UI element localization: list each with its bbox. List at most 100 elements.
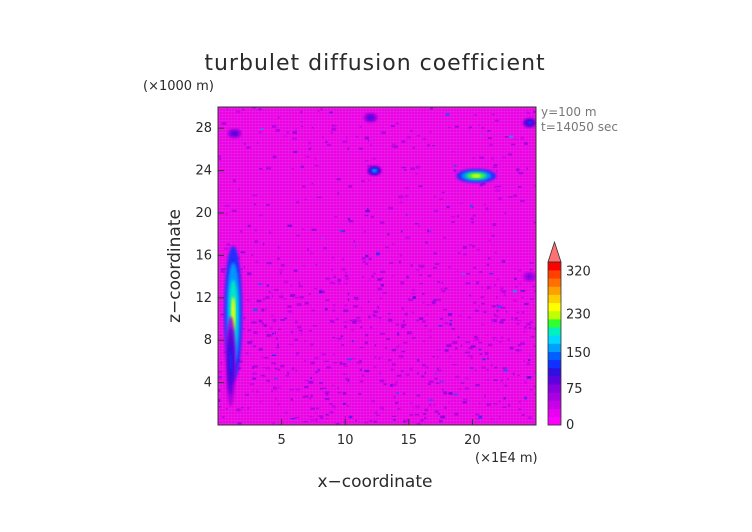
speckle [349,220,354,223]
speckle [322,290,325,294]
speckle [260,375,265,377]
speckle [265,307,268,310]
speckle [355,419,358,422]
feature-level [471,174,482,178]
speckle [380,283,384,287]
speckle [347,358,352,361]
speckle [318,415,323,418]
speckle [409,367,413,371]
speckle [315,407,319,410]
speckle [376,252,380,256]
speckle [368,300,370,303]
speckle [498,400,501,403]
speckle [266,334,272,337]
speckle [339,230,344,232]
speckle [335,337,339,339]
speckle [516,311,520,314]
speckle [487,343,493,347]
speckle [340,335,344,337]
speckle [449,343,452,346]
speckle [219,334,222,337]
speckle [478,348,482,351]
speckle [343,309,349,313]
speckle [514,277,517,280]
speckle [439,420,441,422]
speckle [266,262,272,265]
speckle [377,287,382,291]
speckle [343,282,348,285]
speckle [453,393,458,396]
speckle [261,367,266,369]
speckle [416,135,421,137]
speckle [473,301,477,304]
speckle [254,240,258,244]
speckle [247,272,252,276]
annotation-time: t=14050 sec [541,120,618,134]
speckle [311,126,314,129]
speckle [309,329,313,332]
speckle [313,287,318,290]
speckle [362,256,366,260]
speckle [504,212,507,215]
speckle [308,147,312,151]
speckle [471,221,474,224]
speckle [422,292,425,295]
speckle [496,309,499,313]
speckle [301,125,304,127]
speckle [415,172,418,175]
speckle [479,156,484,159]
speckle [493,164,498,166]
speckle [410,167,415,171]
speckle [481,302,485,305]
speckle [429,230,432,233]
speckle [416,319,419,322]
speckle [278,403,280,405]
speckle [326,418,328,420]
speckle [270,292,273,294]
speckle [500,286,504,290]
colorbar-swatch [548,351,561,361]
x-unit-label: (×1E4 m) [475,451,538,466]
speckle [494,119,499,122]
speckle [504,136,509,138]
speckle [436,349,442,351]
speckle [397,408,401,410]
speckle [318,290,322,294]
speckle [406,275,409,279]
speckle [484,351,489,355]
speckle [418,225,420,227]
speckle [292,137,297,141]
speckle [308,141,312,145]
speckle [443,236,447,239]
speckle [396,392,399,394]
speckle [329,111,333,114]
speckle [532,285,535,287]
speckle [226,243,230,246]
speckle [417,358,420,362]
speckle [280,319,285,321]
speckle [461,273,466,275]
speckle [238,188,240,190]
speckle [287,224,292,227]
speckle [349,319,353,322]
speckle [469,204,473,208]
speckle [395,122,400,125]
speckle [422,301,425,304]
speckle [266,379,271,382]
speckle [345,277,350,280]
speckle [408,297,411,299]
speckle [273,386,277,390]
speckle [405,214,408,216]
speckle [494,185,498,188]
speckle [404,312,409,316]
speckle [348,415,351,419]
speckle [483,203,486,206]
speckle [523,359,526,362]
speckle [433,252,437,255]
feature-level [229,350,232,373]
speckle [486,285,491,289]
speckle [440,288,443,290]
speckle [499,321,504,324]
speckle [393,419,396,421]
speckle [315,418,318,422]
